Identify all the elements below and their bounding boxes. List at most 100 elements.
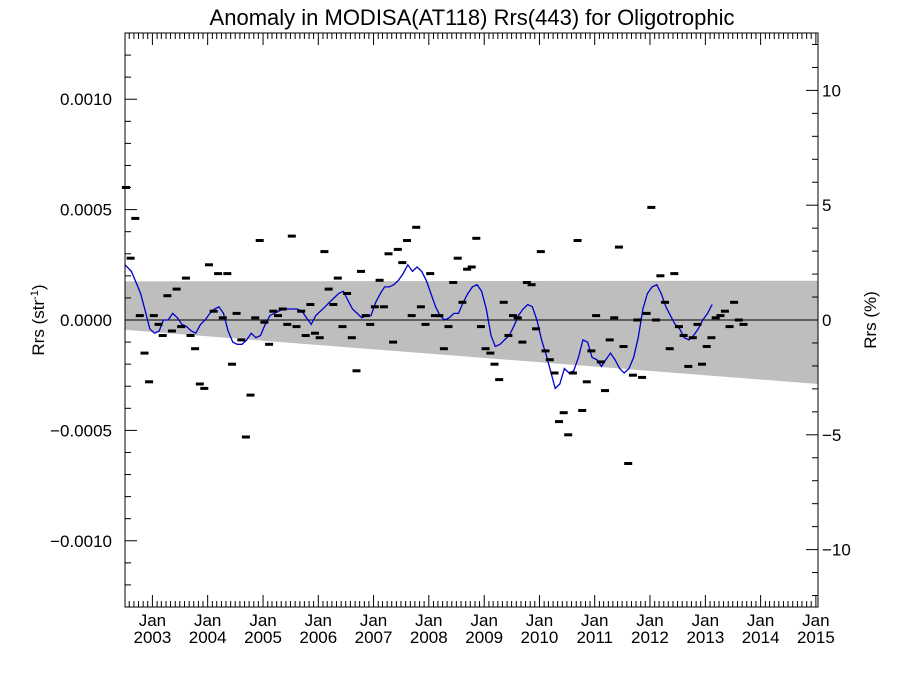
anomaly-point [384, 252, 393, 256]
anomaly-point [674, 325, 683, 329]
anomaly-point [232, 311, 241, 315]
anomaly-point [702, 345, 711, 348]
anomaly-point [140, 351, 149, 355]
x-tick-labels-group: Jan2003Jan2004Jan2005Jan2006Jan2007Jan20… [133, 611, 834, 647]
anomaly-point [582, 380, 591, 384]
anomaly-point [730, 300, 739, 304]
anomaly-point [610, 316, 619, 320]
anomaly-point [218, 316, 227, 320]
anomaly-point [467, 265, 476, 269]
anomaly-point [486, 351, 495, 355]
anomaly-point [587, 349, 596, 353]
anomaly-point [181, 276, 190, 280]
x-tick-month-label: Jan [636, 611, 663, 630]
anomaly-point [251, 316, 260, 320]
anomaly-point [237, 338, 246, 342]
anomaly-point [665, 347, 674, 351]
anomaly-point [260, 320, 269, 324]
anomaly-point [333, 276, 342, 280]
anomaly-point [292, 325, 301, 329]
x-tick-month-label: Jan [139, 611, 166, 630]
x-tick-year-label: 2015 [797, 628, 835, 647]
anomaly-point [324, 287, 333, 291]
anomaly-point [444, 325, 453, 329]
anomaly-point [191, 347, 200, 351]
anomaly-point [195, 382, 204, 386]
anomaly-point [361, 314, 370, 318]
anomaly-point [412, 225, 421, 229]
anomaly-point [223, 272, 232, 276]
chart-title: Anomaly in MODISA(AT118) Rrs(443) for Ol… [210, 5, 735, 30]
anomaly-point [265, 342, 274, 346]
x-tick-month-label: Jan [194, 611, 221, 630]
anomaly-point [725, 325, 734, 329]
anomaly-point [518, 340, 527, 344]
anomaly-point [370, 305, 379, 309]
x-tick-year-label: 2014 [742, 628, 780, 647]
x-tick-year-label: 2003 [133, 628, 171, 647]
anomaly-point [163, 294, 172, 298]
anomaly-point [472, 236, 481, 240]
anomaly-point [126, 256, 135, 260]
anomaly-point [347, 336, 356, 340]
anomaly-point [158, 334, 167, 337]
anomaly-point [172, 287, 181, 291]
anomaly-point [439, 347, 448, 351]
x-tick-month-label: Jan [802, 611, 829, 630]
anomaly-point [154, 322, 163, 326]
anomaly-point [628, 373, 637, 377]
anomaly-point [536, 250, 545, 254]
x-tick-month-label: Jan [305, 611, 332, 630]
anomaly-point [716, 314, 725, 318]
y-axis-title-close: ) [29, 284, 48, 290]
y2-tick-label: −10 [822, 541, 851, 560]
x-tick-year-label: 2004 [189, 628, 227, 647]
anomaly-point [642, 311, 651, 315]
x-tick-year-label: 2006 [299, 628, 337, 647]
anomaly-point [720, 309, 729, 313]
x-tick-month-label: Jan [415, 611, 442, 630]
anomaly-point [389, 340, 398, 344]
anomaly-point [652, 318, 660, 322]
anomaly-point [283, 322, 292, 326]
anomaly-point [490, 362, 499, 366]
anomaly-point [476, 325, 485, 329]
y2-tick-label: 0 [822, 311, 831, 330]
y-axis-title-superscript: -1 [29, 290, 41, 300]
x-tick-month-label: Jan [249, 611, 276, 630]
x-tick-month-label: Jan [747, 611, 774, 630]
x-tick-year-label: 2012 [631, 628, 669, 647]
anomaly-point [430, 314, 439, 318]
anomaly-point [255, 239, 264, 242]
anomaly-point [343, 292, 352, 295]
anomaly-point [274, 314, 282, 318]
anomaly-point [504, 334, 513, 337]
anomaly-point [527, 283, 536, 287]
anomaly-point [481, 347, 490, 351]
anomaly-point [145, 380, 154, 384]
anomaly-points-group [121, 186, 748, 465]
anomaly-point [688, 336, 697, 340]
anomaly-point [131, 216, 140, 220]
anomaly-point [495, 378, 504, 382]
anomaly-point [320, 250, 329, 254]
anomaly-point [605, 338, 614, 342]
anomaly-point [564, 433, 573, 437]
y-axis-title: Rrs (str-1) [29, 284, 48, 355]
y2-tick-label: 10 [822, 81, 841, 100]
x-tick-month-label: Jan [692, 611, 719, 630]
anomaly-point [679, 334, 688, 337]
x-tick-year-label: 2010 [521, 628, 559, 647]
anomaly-point [545, 358, 554, 362]
y2-axis-title: Rrs (%) [861, 291, 880, 349]
x-tick-year-label: 2007 [355, 628, 393, 647]
anomaly-point [297, 309, 306, 313]
anomaly-point [656, 274, 665, 278]
anomaly-point [707, 336, 716, 340]
anomaly-point [573, 239, 582, 242]
anomaly-point [458, 300, 467, 304]
anomaly-point [568, 371, 577, 375]
x-tick-month-label: Jan [526, 611, 553, 630]
anomaly-point [228, 362, 236, 366]
y-tick-label: 0.0010 [60, 90, 112, 109]
